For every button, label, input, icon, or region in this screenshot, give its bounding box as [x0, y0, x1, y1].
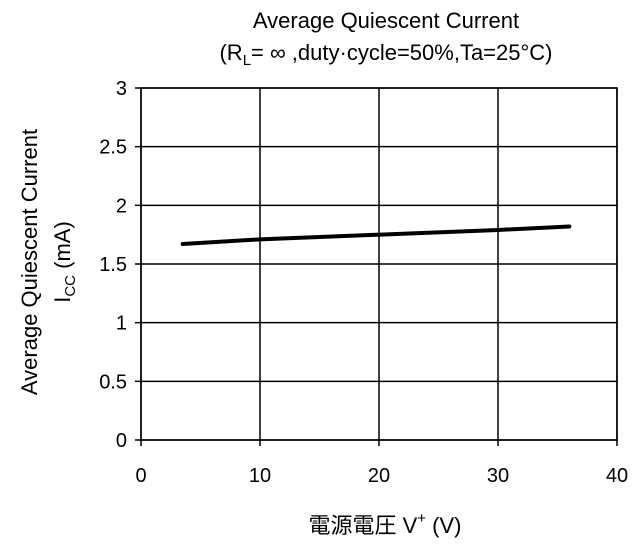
xlabel-prefix: 電源電圧 V — [308, 513, 417, 538]
subtitle-prefix: (R — [219, 40, 242, 65]
series-layer — [180, 224, 572, 247]
x-tick-label: 30 — [487, 465, 509, 487]
y-tick-label: 0.5 — [99, 371, 127, 393]
x-tick-label: 20 — [368, 465, 390, 487]
ylabel-unit: (mA) — [50, 221, 75, 275]
subtitle-subscript: L — [243, 52, 251, 69]
chart-title: Average Quiescent Current — [253, 8, 519, 33]
grid — [135, 87, 618, 446]
chart-subtitle: (RL= ∞ ,duty·cycle=50%,Ta=25°C) — [219, 40, 552, 69]
ylabel-symbol: I — [50, 297, 75, 303]
x-tick-label: 10 — [249, 465, 271, 487]
y-tick-label: 0 — [116, 430, 127, 452]
y-axis-label: Average Quiescent Current — [17, 129, 42, 395]
y-tick-label: 2.5 — [99, 137, 127, 159]
plot-frame — [140, 87, 618, 441]
y-tick-label: 1 — [116, 313, 127, 335]
y-axis-label-unit: ICC (mA) — [50, 221, 79, 303]
y-tick-label: 1.5 — [99, 254, 127, 276]
xlabel-superscript: + — [417, 510, 426, 527]
x-axis-label: 電源電圧 V+ (V) — [308, 510, 461, 538]
x-tick-label: 40 — [606, 465, 628, 487]
xlabel-suffix: (V) — [426, 513, 461, 538]
series-line — [180, 224, 572, 247]
tick-labels: 00.511.522.530 10 20 30 40 — [99, 78, 628, 487]
y-tick-label: 3 — [116, 78, 127, 100]
x-tick-label: 0 — [135, 465, 146, 487]
ylabel-subscript: CC — [62, 275, 79, 297]
y-tick-label: 2 — [116, 195, 127, 217]
subtitle-suffix: = ∞ ,duty·cycle=50%,Ta=25°C) — [251, 40, 552, 65]
